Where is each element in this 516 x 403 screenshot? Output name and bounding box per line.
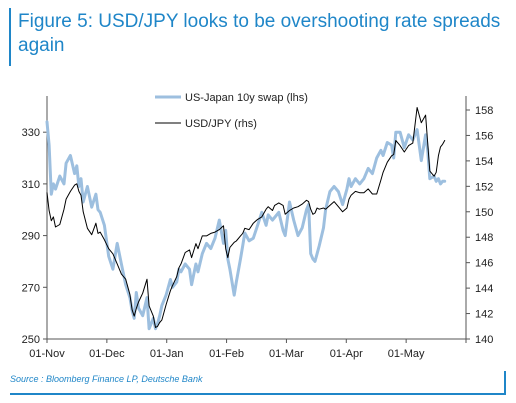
chart-legend: US-Japan 10y swap (lhs) USD/JPY (rhs) — [155, 92, 308, 130]
usdjpy-series-line — [46, 107, 446, 328]
chart-area: 250 270 290 310 330 140 142 144 146 148 150 152 154 1… — [22, 92, 494, 360]
right-tick-label: 148 — [475, 232, 493, 244]
left-tick-label: 290 — [22, 231, 40, 243]
right-tick-label: 146 — [475, 258, 493, 270]
x-tick-label: 01-Nov — [29, 348, 65, 360]
right-tick-label: 144 — [475, 283, 493, 295]
x-tick-label: 01-Apr — [330, 348, 363, 360]
chart-axes: 250 270 290 310 330 140 142 144 146 148 150 152 154 1… — [22, 96, 493, 360]
legend-label: USD/JPY (rhs) — [185, 118, 257, 130]
frame-bottom-border — [10, 393, 506, 395]
x-tick-label: 01-Jan — [150, 348, 184, 360]
right-tick-label: 158 — [475, 105, 493, 117]
x-tick-label: 01-Dec — [89, 348, 125, 360]
x-tick-label: 01-May — [388, 348, 425, 360]
chart-series — [45, 107, 447, 331]
title-accent-bar — [9, 8, 11, 66]
right-tick-label: 152 — [475, 181, 493, 193]
x-tick-label: 01-Feb — [209, 348, 244, 360]
left-tick-label: 270 — [22, 282, 40, 294]
right-tick-label: 142 — [475, 309, 493, 321]
right-tick-label: 140 — [475, 334, 493, 346]
swap-series-line — [45, 120, 447, 331]
source-note: Source : Bloomberg Finance LP, Deutsche … — [10, 374, 203, 384]
legend-label: US-Japan 10y swap (lhs) — [185, 92, 308, 104]
right-tick-label: 154 — [475, 156, 493, 168]
chart-title: Figure 5: USD/JPY looks to be overshooti… — [18, 11, 501, 56]
right-tick-label: 150 — [475, 207, 493, 219]
frame-right-border — [504, 371, 506, 395]
x-tick-label: 01-Mar — [269, 348, 304, 360]
left-tick-label: 330 — [22, 127, 40, 139]
left-tick-label: 310 — [22, 179, 40, 191]
right-tick-label: 156 — [475, 130, 493, 142]
left-tick-label: 250 — [22, 334, 40, 346]
